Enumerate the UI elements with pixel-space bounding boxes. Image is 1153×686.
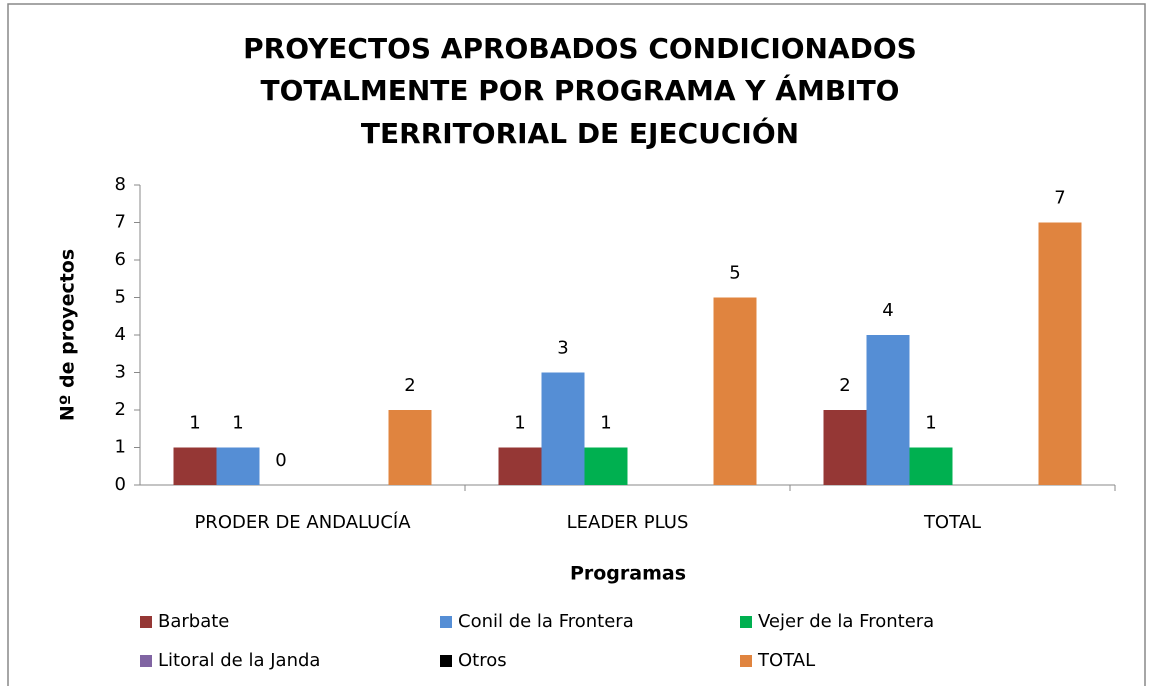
x-tick-label: PRODER DE ANDALUCÍA [194, 511, 411, 533]
legend-swatch [440, 616, 452, 628]
chart-title: PROYECTOS APROBADOS CONDICIONADOS [243, 32, 917, 65]
y-tick-label: 1 [115, 437, 126, 458]
legend-label: Litoral de la Janda [158, 650, 320, 671]
y-tick-label: 6 [115, 249, 126, 270]
legend-label: Otros [458, 650, 507, 671]
x-tick-label: LEADER PLUS [567, 512, 689, 533]
data-label: 1 [514, 413, 525, 434]
chart-border [7, 3, 1146, 686]
bar [713, 297, 757, 485]
y-axis-title: Nº de proyectos [57, 249, 79, 421]
bar [173, 447, 217, 485]
y-tick-label: 0 [115, 474, 126, 495]
y-tick-label: 2 [115, 399, 126, 420]
bar [909, 447, 953, 485]
legend-swatch [440, 655, 452, 667]
bar [388, 410, 432, 485]
data-label: 3 [557, 338, 568, 359]
bar [498, 447, 542, 485]
y-tick-label: 4 [115, 324, 126, 345]
data-label: 1 [925, 413, 936, 434]
y-tick-label: 7 [115, 212, 126, 233]
legend-swatch [140, 616, 152, 628]
bar [1038, 222, 1082, 485]
data-label: 0 [275, 450, 286, 471]
legend-label: Barbate [158, 611, 229, 632]
legend-swatch [740, 616, 752, 628]
legend-swatch [140, 655, 152, 667]
legend-label: Vejer de la Frontera [758, 611, 934, 632]
y-tick-label: 3 [115, 362, 126, 383]
y-tick-label: 8 [115, 174, 126, 195]
bar [541, 372, 585, 485]
chart-title: TOTALMENTE POR PROGRAMA Y ÁMBITO [261, 73, 900, 107]
x-axis-title: Programas [570, 563, 686, 585]
data-label: 5 [729, 263, 740, 284]
legend-label: Conil de la Frontera [458, 611, 634, 632]
data-label: 2 [839, 375, 850, 396]
legend-swatch [740, 655, 752, 667]
data-label: 7 [1054, 188, 1065, 209]
data-label: 1 [600, 413, 611, 434]
chart-title: TERRITORIAL DE EJECUCIÓN [361, 116, 799, 150]
data-label: 1 [232, 413, 243, 434]
legend-label: TOTAL [757, 650, 815, 671]
bar [866, 335, 910, 485]
bar [823, 410, 867, 485]
bar [216, 447, 260, 485]
data-label: 1 [189, 413, 200, 434]
x-tick-label: TOTAL [923, 512, 981, 533]
bar [584, 447, 628, 485]
data-label: 2 [404, 375, 415, 396]
data-label: 4 [882, 300, 893, 321]
y-tick-label: 5 [115, 287, 126, 308]
